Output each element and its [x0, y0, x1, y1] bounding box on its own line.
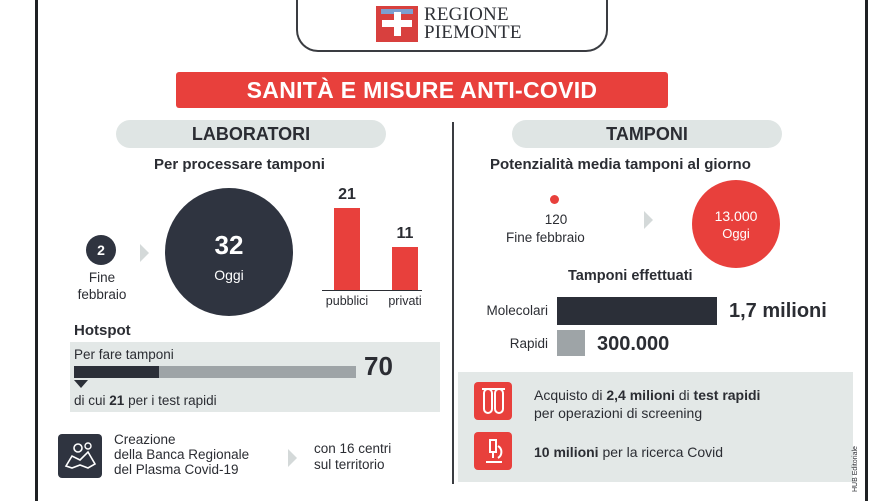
tamponi-today-label: Oggi — [722, 226, 750, 241]
tamponi-row-label-0: Molecolari — [486, 303, 548, 318]
chevron-right-icon — [140, 244, 149, 262]
laboratori-today-circle: 32 Oggi — [165, 188, 293, 316]
regione-piemonte-logo-icon — [376, 6, 418, 42]
plasma-map-icon — [58, 434, 102, 478]
info-item-2-rest: per la ricerca Covid — [598, 444, 724, 460]
bar-value-privati: 11 — [396, 225, 414, 242]
info-item-1-prefix: Acquisto di — [534, 387, 607, 403]
tamponi-row-value-1: 300.000 — [597, 333, 670, 355]
tamponi-heading: TAMPONI — [512, 120, 782, 148]
tamponi-bar-0 — [557, 297, 717, 325]
hotspot-note-value: 21 — [109, 393, 125, 408]
tamponi-done-heading: Tamponi effettuati — [568, 268, 693, 284]
chevron-right-icon — [644, 211, 653, 229]
info-panel — [458, 372, 853, 482]
before-label-line-1: Fine — [88, 270, 116, 285]
hotspot-label: Per fare tamponi — [74, 347, 174, 362]
laboratori-before-label: Fine febbraio — [72, 269, 132, 303]
test-tube-icon — [474, 382, 512, 420]
left-frame-border — [0, 0, 38, 501]
column-divider — [452, 122, 454, 484]
laboratori-subheading: Per processare tamponi — [154, 156, 325, 173]
tamponi-today-value: 13.000 — [714, 208, 758, 224]
bar-value-pubblici: 21 — [338, 186, 356, 203]
info-item-1-line-2: per operazioni di screening — [534, 405, 703, 421]
bar-pubblici — [334, 208, 360, 290]
tamponi-row-value-0: 1,7 milioni — [729, 300, 827, 322]
hotspot-heading: Hotspot — [74, 322, 131, 339]
logo-line-1: REGIONE — [424, 4, 509, 25]
hotspot-note-prefix: di cui — [74, 393, 110, 408]
info-item-1-bold-2: test rapidi — [693, 387, 761, 403]
microscope-icon — [474, 432, 512, 470]
tamponi-bar-1 — [557, 330, 585, 356]
laboratori-today-label: Oggi — [214, 267, 244, 283]
laboratori-heading: LABORATORI — [116, 120, 386, 148]
hotspot-progress-fill — [74, 366, 159, 378]
hotspot-note: di cui 21 per i test rapidi — [74, 393, 217, 408]
info-item-1: Acquisto di 2,4 milioni di test rapidi p… — [534, 386, 760, 422]
bar-chart-baseline — [322, 290, 422, 291]
page-title: SANITÀ E MISURE ANTI-COVID — [176, 72, 668, 108]
laboratori-today-value: 32 — [214, 230, 244, 260]
plasma-line-2: della Banca Regionale — [114, 447, 250, 462]
hotspot-value: 70 — [364, 351, 393, 381]
hotspot-note-suffix: per i test rapidi — [124, 393, 217, 408]
bar-label-privati: privati — [388, 294, 422, 308]
pointer-down-icon — [74, 380, 88, 388]
credit-text: HUB Editoriale — [852, 446, 859, 492]
plasma-text: Creazione della Banca Regionale del Plas… — [114, 432, 249, 477]
logo-text: REGIONE PIEMONTE — [424, 4, 522, 43]
tamponi-before-label: Fine febbraio — [506, 230, 585, 245]
plasma-detail: con 16 centri sul territorio — [314, 441, 391, 473]
before-label-line-2: febbraio — [77, 287, 127, 302]
info-item-1-mid: di — [674, 387, 694, 403]
bar-privati — [392, 247, 418, 290]
info-item-2-bold: 10 milioni — [534, 444, 599, 460]
plasma-detail-1: con 16 centri — [314, 441, 392, 456]
info-item-2: 10 milioni per la ricerca Covid — [534, 444, 723, 460]
tamponi-today-circle: 13.000 Oggi — [692, 180, 780, 268]
right-frame-border — [865, 0, 893, 501]
bar-label-pubblici: pubblici — [325, 294, 369, 308]
plasma-line-3: del Plasma Covid-19 — [114, 462, 239, 477]
chevron-right-icon — [288, 449, 297, 467]
logo-container — [296, 0, 608, 52]
tamponi-row-label-1: Rapidi — [509, 336, 548, 351]
tamponi-before-value: 120 — [544, 212, 568, 227]
info-item-1-bold-1: 2,4 milioni — [606, 387, 675, 403]
logo-line-2: PIEMONTE — [424, 22, 522, 43]
tamponi-subheading: Potenzialità media tamponi al giorno — [490, 156, 751, 173]
dot-icon — [550, 195, 559, 204]
laboratori-before-value: 2 — [86, 235, 116, 265]
plasma-line-1: Creazione — [114, 432, 176, 447]
plasma-detail-2: sul territorio — [314, 457, 385, 472]
